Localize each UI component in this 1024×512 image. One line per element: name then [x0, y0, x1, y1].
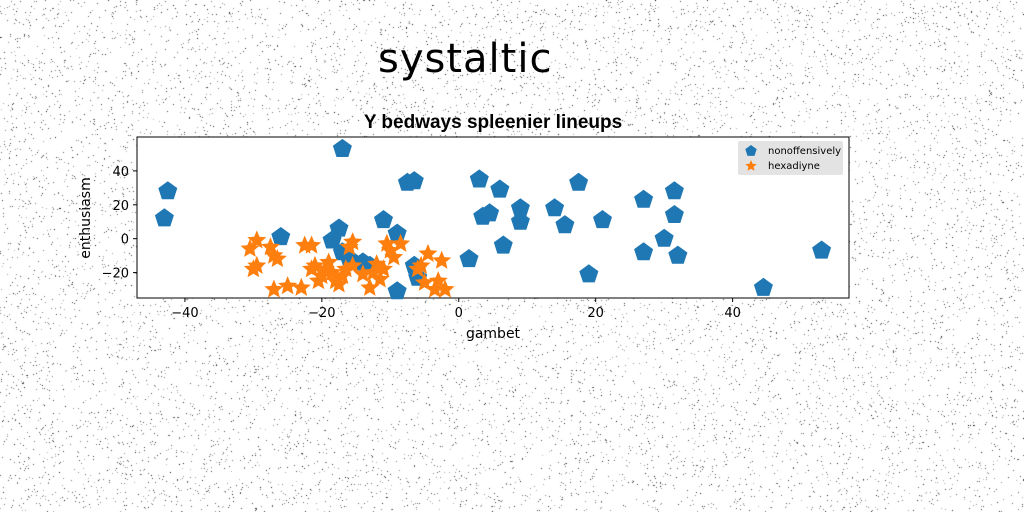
x-tick-label: −40 — [171, 306, 198, 321]
nonoffensively-point — [490, 179, 510, 198]
hexadiyne-point — [360, 277, 380, 296]
legend-marker-hexadiyne — [745, 160, 757, 171]
hexadiyne-point — [418, 243, 438, 262]
nonoffensively-point — [158, 181, 178, 200]
nonoffensively-point — [510, 211, 530, 230]
nonoffensively-point — [387, 281, 407, 300]
legend-box — [738, 141, 843, 175]
y-tick-label: 40 — [112, 165, 129, 180]
nonoffensively-point — [332, 138, 352, 157]
hexadiyne-point — [278, 276, 298, 295]
hexadiyne-point — [353, 264, 373, 283]
legend-star-mark — [745, 160, 757, 171]
nonoffensively-point — [634, 189, 654, 208]
hexadiyne-point — [374, 259, 393, 278]
hexadiyne-point — [267, 249, 287, 268]
legend-label-hexadiyne: hexadiyne — [768, 161, 820, 172]
chart-title: Y bedways spleenier lineups — [364, 112, 622, 133]
hexadiyne-point — [343, 232, 363, 251]
hexadiyne-point — [329, 274, 349, 293]
nonoffensively-point — [634, 242, 654, 261]
hexadiyne-point — [411, 255, 431, 274]
hexadiyne-point — [425, 279, 445, 298]
y-tick-label: 0 — [121, 233, 129, 248]
axis-ticks: −40 −20 0 20 40 −20 0 20 40 — [102, 165, 741, 321]
hexadiyne-point — [384, 247, 404, 266]
nonoffensively-point — [654, 228, 674, 247]
nonoffensively-point — [579, 264, 599, 283]
hexadiyne-point — [432, 250, 452, 269]
hexadiyne-point — [435, 279, 455, 298]
legend-marker-nonoffensively — [745, 145, 757, 156]
hexadiyne-point — [264, 279, 284, 298]
legend-pentagon-mark — [745, 145, 757, 156]
y-axis-label: enthusiasm — [78, 177, 94, 258]
nonoffensively-point — [753, 277, 773, 296]
hexadiyne-point — [391, 233, 411, 252]
nonoffensively-point — [664, 181, 684, 200]
nonoffensively-point — [664, 205, 684, 223]
nonoffensively-point — [459, 249, 479, 268]
y-tick-label: −20 — [102, 267, 129, 282]
nonoffensively-point — [545, 198, 565, 217]
hexadiyne-point — [370, 269, 390, 288]
x-tick-label: 20 — [587, 306, 604, 321]
hexadiyne-point — [291, 277, 311, 296]
nonoffensively-point — [668, 245, 688, 264]
nonoffensively-point — [271, 227, 291, 246]
nonoffensively-point — [404, 171, 424, 190]
nonoffensively-point — [510, 198, 530, 217]
nonoffensively-point — [555, 215, 575, 234]
x-tick-label: −20 — [308, 306, 335, 321]
y-tick-label: 20 — [112, 199, 129, 214]
x-tick-label: 0 — [455, 306, 463, 321]
hexadiyne-point — [336, 259, 356, 278]
nonoffensively-point — [374, 210, 393, 229]
nonoffensively-point — [480, 203, 500, 222]
nonoffensively-point — [154, 208, 174, 227]
nonoffensively-point — [812, 240, 832, 259]
nonoffensively-point — [593, 210, 612, 229]
nonoffensively-point — [469, 169, 489, 188]
legend: nonoffensively hexadiyne — [738, 141, 843, 175]
nonoffensively-point — [569, 172, 589, 191]
hexadiyne-point — [343, 255, 363, 274]
hexadiyne-point — [247, 230, 267, 249]
legend-label-nonoffensively: nonoffensively — [768, 146, 841, 157]
nonoffensively-point — [493, 235, 513, 254]
data-marks — [154, 138, 832, 300]
hexadiyne-point — [247, 255, 267, 274]
heading-text: systaltic — [378, 36, 553, 82]
hexadiyne-point — [302, 235, 322, 254]
x-tick-label: 40 — [724, 306, 741, 321]
nonoffensively-point — [322, 230, 342, 249]
x-axis-label: gambet — [466, 326, 521, 342]
hexadiyne-point — [240, 238, 260, 257]
